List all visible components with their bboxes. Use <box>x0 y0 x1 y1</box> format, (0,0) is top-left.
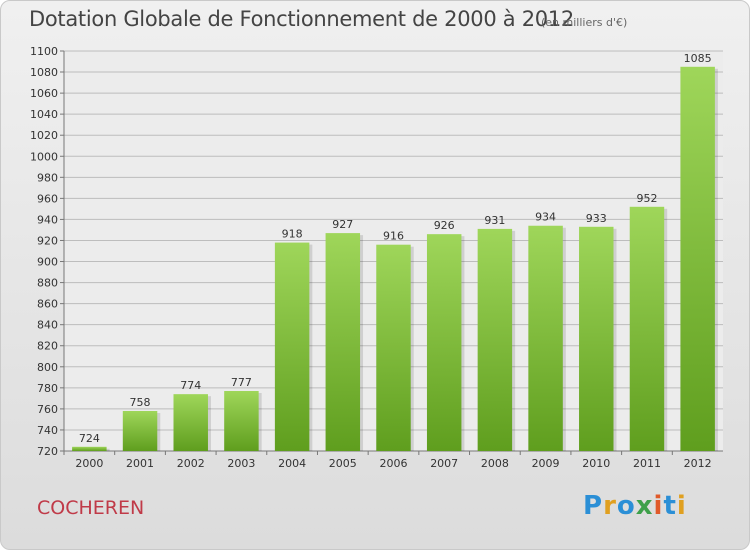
y-tick-label: 1080 <box>30 66 58 79</box>
y-tick-label: 1000 <box>30 150 58 163</box>
x-tick-label-2005: 2005 <box>329 457 357 470</box>
x-tick-label-2006: 2006 <box>380 457 408 470</box>
y-tick-label: 880 <box>37 277 58 290</box>
y-tick-label: 740 <box>37 424 58 437</box>
bar-2010 <box>579 226 614 451</box>
y-tick-label: 940 <box>37 213 58 226</box>
x-tick-label-2008: 2008 <box>481 457 509 470</box>
data-label-2000: 724 <box>79 432 100 445</box>
bar-2011 <box>629 206 665 451</box>
y-tick-label: 1040 <box>30 108 58 121</box>
bar-2012 <box>680 66 715 451</box>
x-tick-label-2000: 2000 <box>75 457 103 470</box>
bar-2003 <box>224 391 259 451</box>
logo-letter: o <box>616 491 636 521</box>
x-tick-label-2004: 2004 <box>278 457 306 470</box>
data-label-2003: 777 <box>231 376 252 389</box>
y-tick-label: 840 <box>37 319 58 332</box>
y-tick-label: 760 <box>37 403 58 416</box>
y-tick-label: 800 <box>37 361 58 374</box>
x-tick-label-2009: 2009 <box>532 457 560 470</box>
x-tick-label-2001: 2001 <box>126 457 154 470</box>
bar-2001 <box>122 411 158 451</box>
y-tick-label: 900 <box>37 256 58 269</box>
data-label-2004: 918 <box>282 228 303 241</box>
chart-subtitle: (en milliers d'€) <box>541 16 628 29</box>
bar-2000 <box>72 446 107 451</box>
y-tick-label: 780 <box>37 382 58 395</box>
chart-title: Dotation Globale de Fonctionnement de 20… <box>29 7 574 31</box>
data-label-2009: 934 <box>535 211 556 224</box>
proxiti-logo: Proxiti <box>583 491 687 521</box>
commune-name: COCHEREN <box>37 497 145 519</box>
y-tick-label: 720 <box>37 445 58 458</box>
data-label-2001: 758 <box>130 396 151 409</box>
y-tick-label: 1100 <box>30 45 58 58</box>
logo-letter: P <box>583 491 604 521</box>
data-label-2012: 1085 <box>684 52 712 65</box>
data-label-2002: 774 <box>180 379 201 392</box>
bar-2004 <box>274 242 310 451</box>
bar-2006 <box>376 244 411 451</box>
y-tick-label: 860 <box>37 298 58 311</box>
y-tick-label: 1020 <box>30 129 58 142</box>
x-tick-label-2011: 2011 <box>633 457 661 470</box>
y-tick-label: 820 <box>37 340 58 353</box>
data-label-2007: 926 <box>434 219 455 232</box>
bar-2005 <box>325 233 361 451</box>
logo-letter: t <box>663 491 677 521</box>
logo-letter: i <box>676 491 687 521</box>
x-tick-label-2010: 2010 <box>582 457 610 470</box>
data-label-2011: 952 <box>636 192 657 205</box>
x-tick-label-2002: 2002 <box>177 457 205 470</box>
x-tick-label-2007: 2007 <box>430 457 458 470</box>
bar-2009 <box>528 225 563 451</box>
x-tick-label-2012: 2012 <box>684 457 712 470</box>
y-tick-label: 1060 <box>30 87 58 100</box>
data-label-2005: 927 <box>332 218 353 231</box>
x-tick-label-2003: 2003 <box>227 457 255 470</box>
logo-letter: x <box>635 491 654 521</box>
logo-letter: i <box>653 491 664 521</box>
data-label-2010: 933 <box>586 212 607 225</box>
y-tick-label: 980 <box>37 171 58 184</box>
bar-2008 <box>477 228 513 451</box>
data-label-2006: 916 <box>383 230 404 243</box>
logo-letter: r <box>603 491 617 521</box>
y-tick-label: 920 <box>37 234 58 247</box>
y-tick-label: 960 <box>37 192 58 205</box>
bar-2002 <box>173 394 208 451</box>
bar-2007 <box>426 234 462 451</box>
data-label-2008: 931 <box>484 214 505 227</box>
